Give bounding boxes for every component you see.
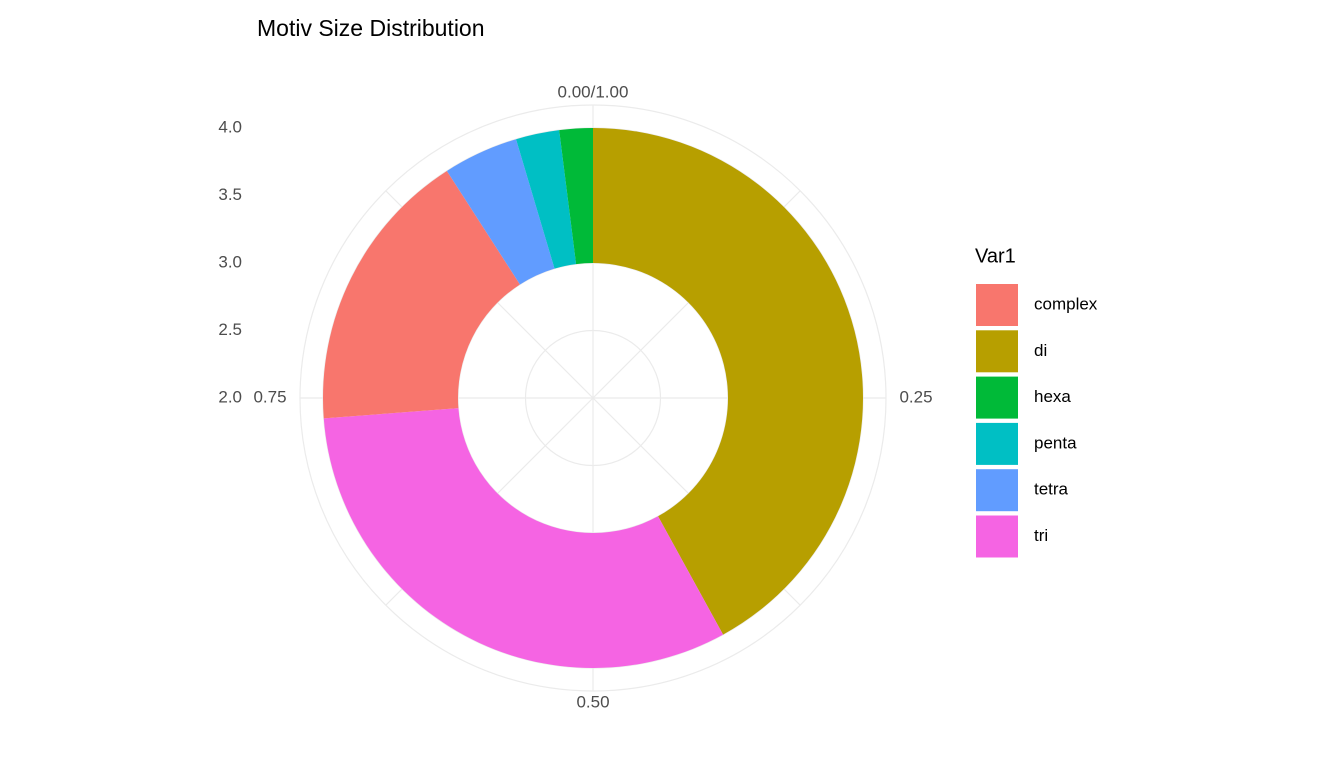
angle-tick-label: 0.25 [899, 387, 932, 406]
legend-key [976, 515, 1018, 558]
legend-title: Var1 [975, 245, 1016, 267]
y-tick-label: 4.0 [218, 117, 242, 136]
y-tick-label: 2.5 [218, 320, 242, 339]
legend-key [976, 330, 1018, 373]
legend-key [976, 469, 1018, 512]
chart-title: Motiv Size Distribution [257, 15, 485, 41]
donut-slice [446, 139, 555, 285]
donut-slice [323, 408, 724, 668]
legend-key [976, 376, 1018, 419]
legend-key [976, 284, 1018, 326]
donut-slice [323, 170, 520, 419]
legend-label: complex [1034, 294, 1098, 313]
legend-key [976, 422, 1018, 465]
y-tick-label: 3.0 [218, 252, 242, 271]
legend-label: penta [1034, 433, 1077, 452]
legend-label: hexa [1034, 387, 1071, 406]
donut-slice [559, 128, 593, 265]
angle-tick-label: 0.00/1.00 [558, 82, 629, 101]
angle-tick-label: 0.50 [576, 692, 609, 711]
donut-slice [516, 130, 577, 269]
y-tick-label: 3.5 [218, 185, 242, 204]
legend-label: tetra [1034, 480, 1069, 499]
angle-tick-label: 0.75 [253, 387, 286, 406]
donut-slice [593, 128, 863, 635]
legend-label: di [1034, 341, 1047, 360]
legend-label: tri [1034, 526, 1048, 545]
y-tick-label: 2.0 [218, 387, 242, 406]
